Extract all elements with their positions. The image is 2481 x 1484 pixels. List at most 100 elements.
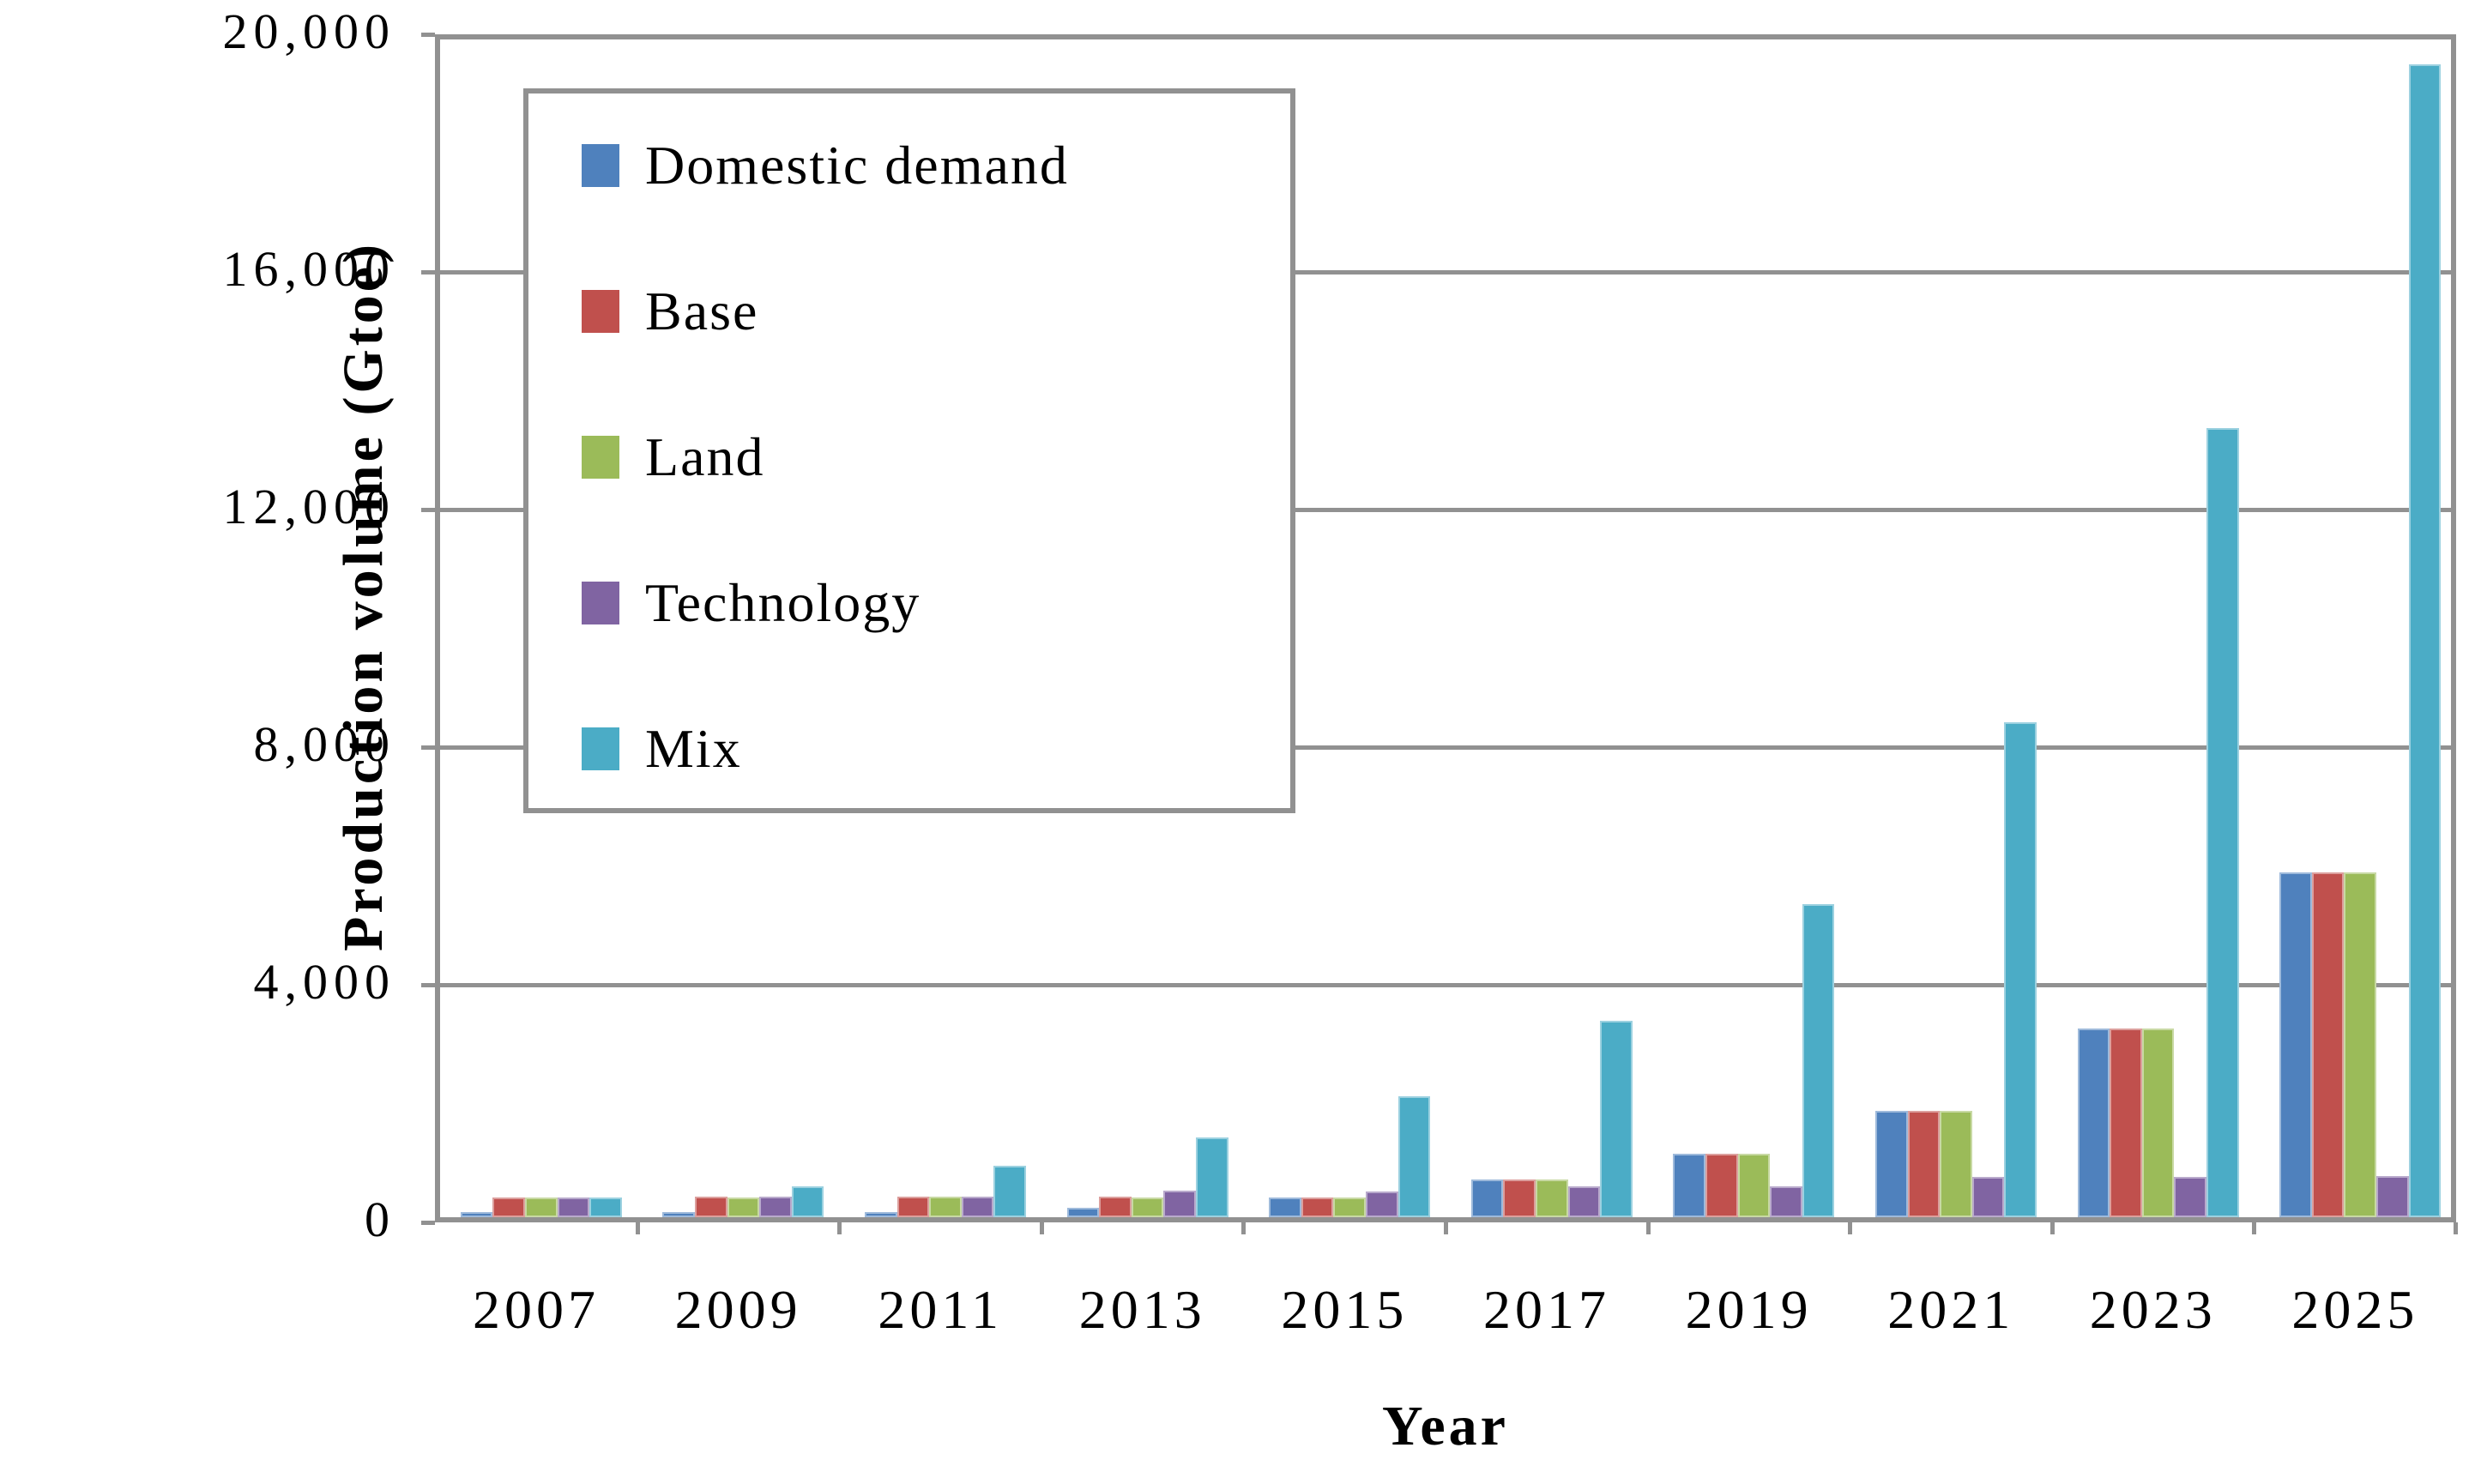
bar-base-2023 (2110, 1029, 2142, 1217)
bar-land-2023 (2141, 1029, 2175, 1217)
bar-domestic-demand-2017 (1470, 1179, 1504, 1217)
legend-swatch-icon (582, 290, 619, 333)
bar-domestic-demand-2025 (2279, 872, 2312, 1217)
bar-mix-2021 (2004, 722, 2037, 1217)
y-axis-tick-label: 16,000 (222, 241, 395, 297)
x-axis-tick (2252, 1222, 2257, 1234)
bar-domestic-demand-2019 (1673, 1153, 1705, 1217)
legend-swatch-icon (582, 582, 619, 624)
x-axis-tick (1241, 1222, 1247, 1234)
legend-label: Mix (645, 718, 742, 779)
bar-domestic-demand-2023 (2077, 1029, 2110, 1217)
x-axis-tick (1645, 1222, 1651, 1234)
y-axis-tick-label: 12,000 (222, 479, 395, 534)
legend-label: Domestic demand (645, 135, 1069, 196)
bar-mix-2007 (589, 1197, 622, 1217)
bar-base-2019 (1705, 1153, 1738, 1217)
bar-land-2021 (1940, 1111, 1972, 1217)
bar-technology-2009 (759, 1196, 792, 1217)
x-axis-tick-label: 2025 (2291, 1279, 2419, 1340)
bar-domestic-demand-2007 (460, 1211, 493, 1217)
bar-technology-2021 (1971, 1177, 2005, 1217)
bar-mix-2019 (1802, 904, 1835, 1217)
bar-technology-2025 (2376, 1175, 2409, 1217)
y-axis-tick-label: 0 (365, 1191, 395, 1247)
bar-land-2007 (525, 1197, 558, 1217)
legend-item-technology: Technology (582, 572, 921, 633)
bar-domestic-demand-2013 (1066, 1208, 1100, 1217)
y-axis-title: Production volume (Gtoe) (332, 240, 395, 952)
gridline (440, 270, 2451, 274)
y-axis-tick (421, 745, 435, 750)
x-axis-title: Year (1382, 1395, 1509, 1457)
bar-mix-2017 (1600, 1020, 1633, 1217)
bar-technology-2011 (961, 1196, 994, 1217)
legend-swatch-icon (582, 144, 619, 187)
y-axis-tick (421, 33, 435, 37)
x-axis-tick (635, 1222, 640, 1234)
y-axis-tick (421, 270, 435, 274)
y-axis-tick-label: 4,000 (253, 954, 395, 1010)
y-axis-tick (421, 1221, 435, 1225)
x-axis-tick (2049, 1222, 2055, 1234)
bar-land-2019 (1737, 1153, 1771, 1217)
x-axis-tick (837, 1222, 842, 1234)
bar-technology-2017 (1567, 1186, 1601, 1217)
bar-base-2013 (1099, 1197, 1132, 1217)
bar-domestic-demand-2011 (865, 1211, 897, 1217)
bar-technology-2007 (557, 1197, 590, 1217)
x-axis-tick (1848, 1222, 1853, 1234)
legend-item-land: Land (582, 426, 765, 487)
x-axis-tick-label: 2023 (2089, 1279, 2217, 1340)
bar-base-2011 (896, 1197, 930, 1217)
bar-technology-2013 (1163, 1191, 1196, 1217)
bar-base-2009 (695, 1197, 727, 1217)
bar-domestic-demand-2021 (1875, 1111, 1908, 1217)
x-axis-tick-label: 2017 (1483, 1279, 1610, 1340)
y-axis-tick (421, 983, 435, 987)
bar-domestic-demand-2015 (1269, 1197, 1301, 1217)
x-axis-tick (1444, 1222, 1448, 1234)
bar-domestic-demand-2009 (662, 1211, 695, 1217)
x-axis-tick-label: 2015 (1281, 1279, 1409, 1340)
gridline (440, 508, 2451, 512)
bar-technology-2019 (1770, 1185, 1802, 1217)
bar-mix-2025 (2408, 63, 2442, 1217)
bar-technology-2023 (2174, 1177, 2206, 1217)
y-axis-tick (421, 508, 435, 512)
legend-label: Land (645, 426, 765, 487)
legend-item-domestic-demand: Domestic demand (582, 135, 1069, 196)
bar-land-2013 (1131, 1197, 1164, 1217)
bar-base-2017 (1503, 1179, 1536, 1217)
x-axis-tick-label: 2007 (473, 1279, 600, 1340)
gridline (440, 745, 2451, 750)
bar-mix-2013 (1196, 1137, 1228, 1217)
bar-land-2009 (727, 1197, 760, 1217)
x-axis-tick-label: 2013 (1078, 1279, 1206, 1340)
legend-label: Technology (645, 572, 921, 633)
y-axis-tick-label: 20,000 (222, 3, 395, 59)
legend-item-base: Base (582, 281, 758, 341)
bar-mix-2023 (2206, 428, 2239, 1217)
bar-mix-2011 (993, 1165, 1026, 1217)
x-axis-tick-label: 2009 (674, 1279, 802, 1340)
bar-base-2021 (1907, 1111, 1941, 1217)
legend-swatch-icon (582, 436, 619, 479)
bar-base-2007 (492, 1197, 525, 1217)
bar-mix-2015 (1397, 1096, 1431, 1217)
bar-land-2015 (1333, 1197, 1366, 1217)
x-axis-tick (2454, 1222, 2458, 1234)
gridline (440, 983, 2451, 987)
x-axis-tick-label: 2011 (878, 1279, 1003, 1340)
legend-swatch-icon (582, 727, 619, 770)
legend-item-mix: Mix (582, 718, 742, 779)
x-axis-tick-label: 2019 (1685, 1279, 1813, 1340)
legend: Domestic demand Base Land Technology Mix (523, 88, 1295, 813)
bar-technology-2015 (1366, 1191, 1398, 1217)
x-axis-tick-label: 2021 (1887, 1279, 2015, 1340)
y-axis-tick-label: 8,000 (253, 716, 395, 772)
bar-land-2025 (2344, 872, 2376, 1217)
x-axis-tick (1039, 1222, 1044, 1234)
legend-label: Base (645, 281, 759, 341)
